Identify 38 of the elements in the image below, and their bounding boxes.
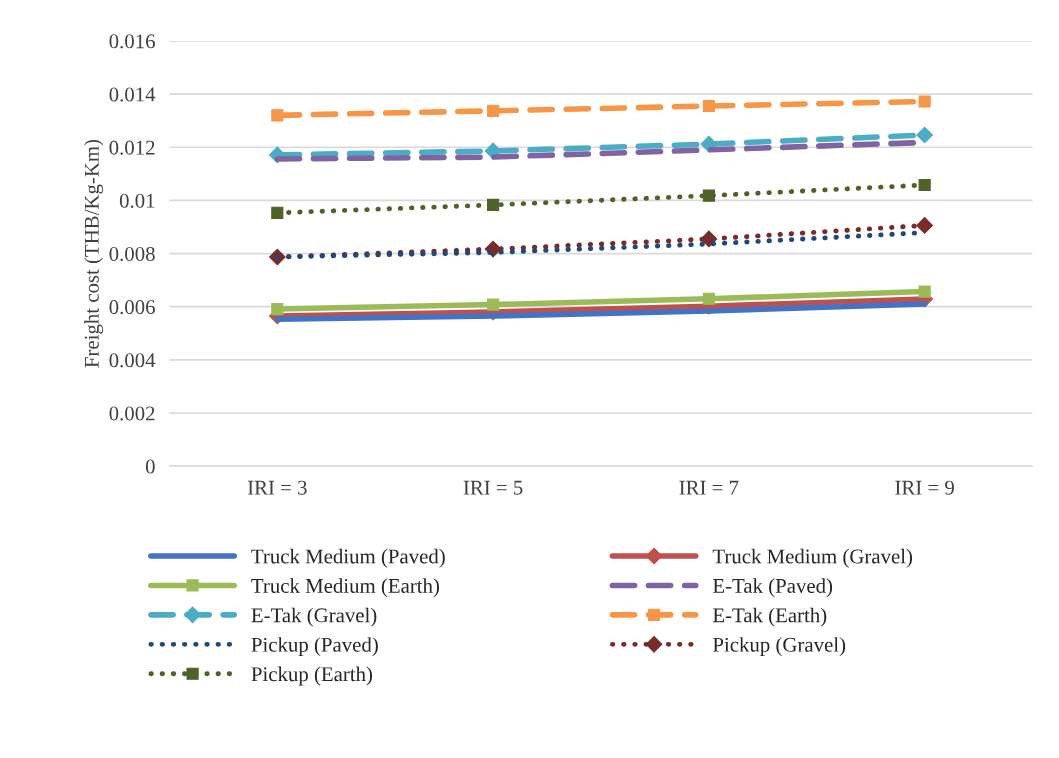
x-tick-label: IRI = 7 <box>679 480 739 495</box>
x-tick-label: IRI = 5 <box>463 480 523 495</box>
legend-label: E-Tak (Gravel) <box>251 607 377 627</box>
point <box>702 99 715 113</box>
y-tick-label: 0.008 <box>109 246 155 262</box>
y-tick-label: 0.014 <box>109 87 156 102</box>
point <box>916 217 934 234</box>
legend-label: Truck Medium (Earth) <box>251 578 439 598</box>
legend-label: Pickup (Gravel) <box>712 637 846 657</box>
point <box>271 206 284 219</box>
legend-label: Truck Medium (Paved) <box>251 548 445 568</box>
point <box>918 178 931 192</box>
point <box>487 198 500 211</box>
x-tick-label: IRI = 3 <box>247 480 307 495</box>
legend-label: Truck Medium (Gravel) <box>712 548 913 568</box>
y-tick-label: 0.01 <box>119 193 155 208</box>
point <box>918 95 931 108</box>
point <box>916 126 934 144</box>
legend-label: Pickup (Paved) <box>251 637 378 657</box>
y-tick-label: 0 <box>145 459 155 474</box>
y-axis-title: Freight cost (THB/Kg-Km) <box>84 139 104 368</box>
legend-label: Pickup (Earth) <box>251 666 373 686</box>
point <box>918 285 931 298</box>
point <box>702 189 715 202</box>
point <box>700 230 718 248</box>
point <box>271 303 284 316</box>
x-tick-label: IRI = 9 <box>895 480 954 495</box>
point <box>487 104 500 117</box>
y-tick-label: 0.012 <box>109 140 155 155</box>
y-tick-label: 0.004 <box>109 353 156 368</box>
y-tick-label: 0.006 <box>109 300 155 315</box>
legend-label: E-Tak (Earth) <box>712 607 827 627</box>
y-tick-label: 0.002 <box>109 406 155 421</box>
point <box>702 292 715 305</box>
point <box>271 109 284 122</box>
legend-label: E-Tak (Paved) <box>712 578 833 598</box>
y-tick-label: 0.016 <box>109 34 155 49</box>
point <box>487 298 500 311</box>
